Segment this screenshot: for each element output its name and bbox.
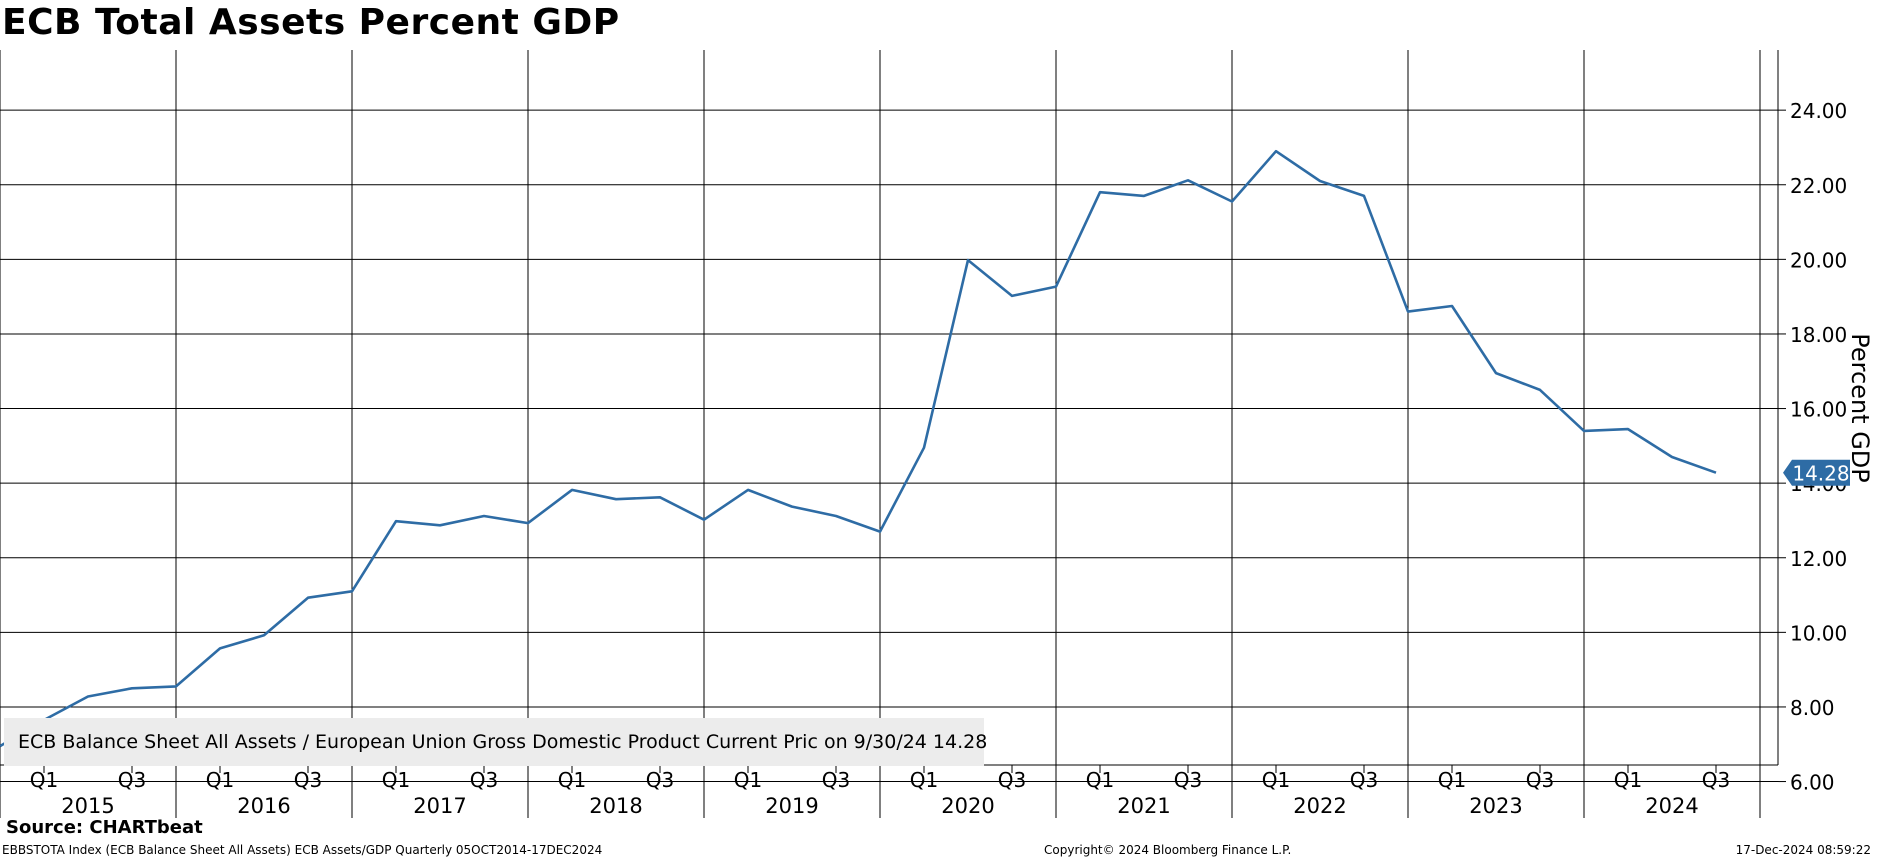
last-value-label: 14.28 xyxy=(1792,462,1849,486)
quarter-label: Q1 xyxy=(382,768,410,792)
y-tick-label: 6.00 xyxy=(1790,771,1835,795)
quarter-label: Q3 xyxy=(646,768,674,792)
year-label: 2019 xyxy=(765,794,818,818)
y-tick-label: 22.00 xyxy=(1790,174,1847,198)
series-line xyxy=(0,149,1717,748)
y-axis-title: Percent GDP xyxy=(1846,333,1874,482)
grid-layer xyxy=(0,50,1778,783)
quarter-label: Q1 xyxy=(734,768,762,792)
series-layer xyxy=(0,149,1717,748)
axis-layer xyxy=(0,50,1786,818)
y-tick-label: 24.00 xyxy=(1790,99,1847,123)
quarter-label: Q1 xyxy=(1614,768,1642,792)
y-tick-label: 10.00 xyxy=(1790,621,1847,645)
quarter-label: Q1 xyxy=(558,768,586,792)
label-layer: 6.008.0010.0012.0014.0016.0018.0020.0022… xyxy=(30,99,1874,818)
footer-copyright: Copyright© 2024 Bloomberg Finance L.P. xyxy=(1044,843,1292,857)
year-label: 2022 xyxy=(1293,794,1346,818)
y-tick-label: 8.00 xyxy=(1790,696,1835,720)
quarter-label: Q3 xyxy=(998,768,1026,792)
footer-timestamp: 17-Dec-2024 08:59:22 xyxy=(1735,843,1871,857)
year-label: 2018 xyxy=(589,794,642,818)
last-value-badge xyxy=(1783,459,1850,486)
year-label: 2015 xyxy=(61,794,114,818)
year-label: 2020 xyxy=(941,794,994,818)
quarter-label: Q3 xyxy=(1350,768,1378,792)
quarter-label: Q3 xyxy=(294,768,322,792)
year-label: 2017 xyxy=(413,794,466,818)
y-tick-label: 16.00 xyxy=(1790,398,1847,422)
quarter-label: Q3 xyxy=(470,768,498,792)
quarter-label: Q3 xyxy=(1174,768,1202,792)
quarter-label: Q3 xyxy=(118,768,146,792)
quarter-label: Q1 xyxy=(206,768,234,792)
y-tick-label: 20.00 xyxy=(1790,248,1847,272)
year-label: 2023 xyxy=(1469,794,1522,818)
chart-legend: ECB Balance Sheet All Assets / European … xyxy=(4,718,988,766)
year-label: 2021 xyxy=(1117,794,1170,818)
year-label: 2016 xyxy=(237,794,290,818)
y-tick-label: 12.00 xyxy=(1790,547,1847,571)
quarter-label: Q1 xyxy=(1262,768,1290,792)
year-label: 2024 xyxy=(1645,794,1698,818)
chart-title: ECB Total Assets Percent GDP xyxy=(2,2,620,43)
quarter-label: Q1 xyxy=(1438,768,1466,792)
quarter-label: Q1 xyxy=(1086,768,1114,792)
quarter-label: Q3 xyxy=(1702,768,1730,792)
quarter-label: Q3 xyxy=(822,768,850,792)
quarter-label: Q1 xyxy=(910,768,938,792)
source-note: Source: CHARTbeat xyxy=(6,817,203,838)
y-tick-label: 18.00 xyxy=(1790,323,1847,347)
quarter-label: Q3 xyxy=(1526,768,1554,792)
legend-label: ECB Balance Sheet All Assets / European … xyxy=(18,731,988,753)
quarter-label: Q1 xyxy=(30,768,58,792)
footer-ticker-info: EBBSTOTA Index (ECB Balance Sheet All As… xyxy=(2,843,603,857)
